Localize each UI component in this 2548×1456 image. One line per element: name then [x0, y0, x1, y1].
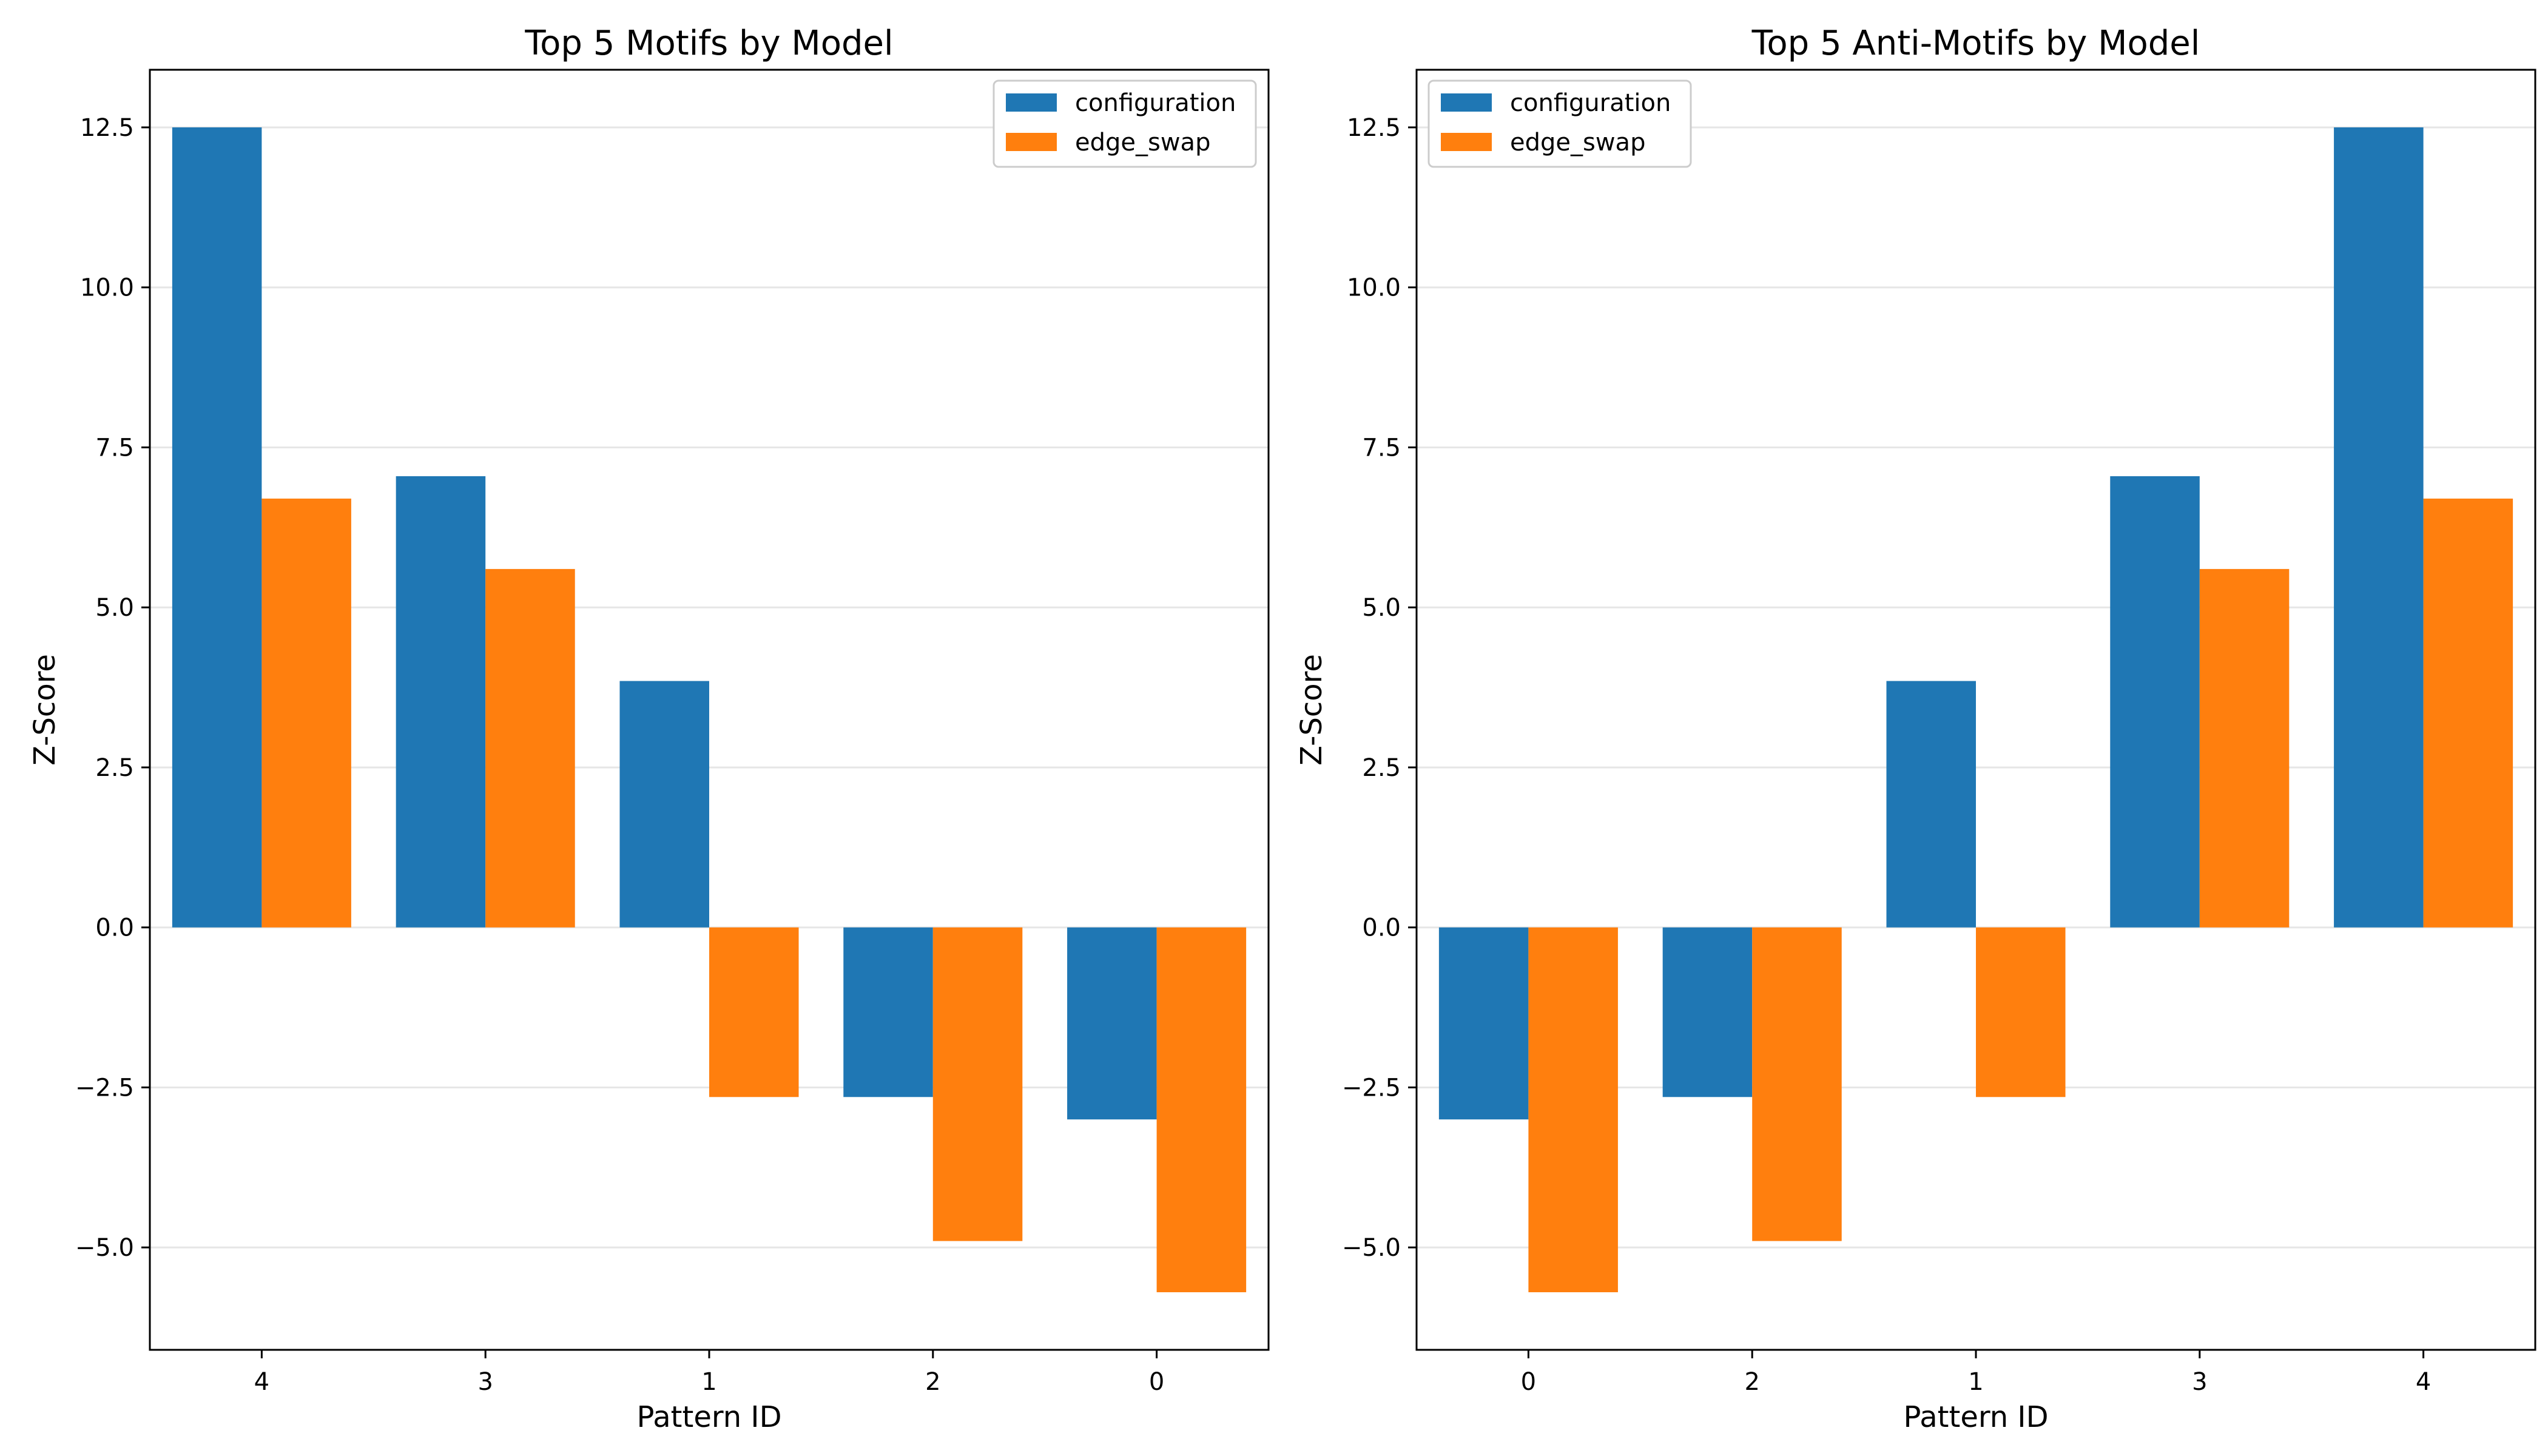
x-tick-label: 0	[1521, 1368, 1536, 1396]
legend-swatch-edge-swap	[1441, 133, 1492, 151]
legend-box	[1427, 79, 1692, 168]
y-tick-label: 12.5	[1347, 114, 1401, 142]
bar-configuration-pattern-1	[1886, 681, 1976, 928]
bar-configuration-pattern-3	[2110, 476, 2200, 928]
bar-configuration-pattern-2	[1662, 927, 1753, 1097]
x-axis-label: Pattern ID	[636, 1400, 781, 1434]
bar-edge-swap-pattern-0	[1528, 927, 1618, 1293]
x-tick-label: 3	[477, 1368, 493, 1396]
x-axis-label: Pattern ID	[1903, 1400, 2048, 1434]
legend-label-configuration: configuration	[1510, 89, 1671, 117]
legend-box	[993, 79, 1257, 168]
y-tick-label: −5.0	[75, 1234, 134, 1262]
legend-swatch-configuration	[1441, 93, 1492, 112]
x-tick-label: 0	[1149, 1368, 1164, 1396]
y-axis-label: Z-Score	[28, 654, 62, 766]
y-tick-label: 10.0	[80, 274, 134, 302]
x-tick-label: 4	[254, 1368, 269, 1396]
x-ticks: 4 3 1 2 0	[254, 1350, 1164, 1396]
y-axis-label: Z-Score	[1295, 654, 1329, 766]
x-tick-label: 2	[1744, 1368, 1759, 1396]
bars	[1438, 127, 2513, 1293]
y-tick-label: −5.0	[1342, 1234, 1401, 1262]
x-tick-label: 2	[925, 1368, 940, 1396]
y-ticks: 12.5 10.0 7.5 5.0 2.5 0.0 −2.5 −5.0	[1342, 114, 1417, 1262]
bar-configuration-pattern-2	[843, 927, 933, 1097]
bars	[172, 127, 1247, 1293]
chart-top-anti-motifs: Top 5 Anti-Motifs by Model 12.510.07.55.…	[1295, 24, 2536, 1434]
y-tick-label: −2.5	[75, 1074, 134, 1102]
chart-title: Top 5 Motifs by Model	[524, 24, 893, 63]
y-tick-label: 10.0	[1347, 274, 1401, 302]
legend-swatch-configuration	[1006, 93, 1057, 112]
y-tick-label: 2.5	[1362, 754, 1401, 782]
bar-edge-swap-pattern-2	[1752, 927, 1842, 1241]
legend-swatch-edge-swap	[1006, 133, 1057, 151]
chart-title: Top 5 Anti-Motifs by Model	[1751, 24, 2200, 63]
legend-label-edge-swap: edge_swap	[1510, 129, 1645, 157]
x-tick-label: 3	[2192, 1368, 2207, 1396]
bar-configuration-pattern-4	[172, 127, 262, 928]
bar-edge-swap-pattern-2	[932, 927, 1023, 1241]
bar-configuration-pattern-3	[396, 476, 486, 928]
bar-edge-swap-pattern-0	[1156, 927, 1247, 1293]
legend-label-edge-swap: edge_swap	[1075, 129, 1210, 157]
bar-edge-swap-pattern-4	[2423, 498, 2513, 928]
bar-configuration-pattern-0	[1438, 927, 1529, 1120]
y-tick-label: 5.0	[95, 594, 134, 622]
legend-label-configuration: configuration	[1075, 89, 1236, 117]
bar-edge-swap-pattern-3	[485, 568, 575, 928]
x-tick-label: 4	[2416, 1368, 2431, 1396]
y-ticks: 12.5 10.0 7.5 5.0 2.5 0.0 −2.5 −5.0	[75, 114, 150, 1262]
chart-top-motifs: Top 5 Motifs by Model 12.510.07.55.02.50…	[28, 24, 1270, 1434]
y-tick-label: 7.5	[1362, 434, 1401, 462]
x-tick-label: 1	[1968, 1368, 1983, 1396]
bar-edge-swap-pattern-3	[2199, 568, 2290, 928]
legend: configuration edge_swap	[993, 79, 1257, 168]
y-tick-label: 7.5	[95, 434, 134, 462]
y-tick-label: 5.0	[1362, 594, 1401, 622]
bar-edge-swap-pattern-1	[709, 927, 799, 1097]
x-tick-label: 1	[701, 1368, 716, 1396]
y-tick-label: 12.5	[80, 114, 134, 142]
bar-edge-swap-pattern-1	[1976, 927, 2066, 1097]
y-tick-label: 0.0	[95, 914, 134, 942]
x-ticks: 0 2 1 3 4	[1521, 1350, 2431, 1396]
bar-configuration-pattern-1	[619, 681, 709, 928]
y-tick-label: 0.0	[1362, 914, 1401, 942]
legend: configuration edge_swap	[1427, 79, 1692, 168]
y-tick-label: −2.5	[1342, 1074, 1401, 1102]
y-tick-label: 2.5	[95, 754, 134, 782]
bar-edge-swap-pattern-4	[261, 498, 351, 928]
bar-configuration-pattern-4	[2334, 127, 2424, 928]
bar-configuration-pattern-0	[1067, 927, 1157, 1120]
